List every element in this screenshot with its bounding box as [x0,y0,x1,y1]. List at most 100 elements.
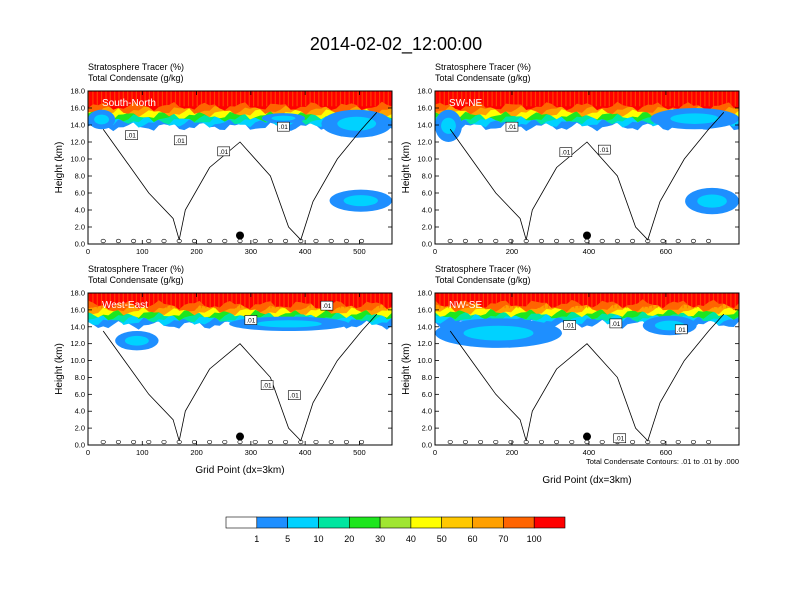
tracer-stripe [387,91,389,107]
tracer-stripe [274,91,276,107]
tracer-stripe [92,293,94,309]
x-tick-label: 300 [245,247,258,256]
tracer-stripe [699,293,702,309]
tracer-stripe [682,293,684,309]
tracer-stripe [257,293,259,309]
tracer-stripe [482,91,484,107]
y-tick-label: 14.0 [70,121,85,130]
surface-contour [645,238,651,244]
tracer-stripe [218,91,220,107]
panel-name: South-North [102,98,156,109]
tracer-stripe [361,293,363,309]
location-marker [583,231,591,240]
surface-contour [614,238,620,244]
tracer-stripe [474,293,476,309]
tracer-stripe [174,91,177,107]
tracer-stripe [253,293,255,309]
tracer-stripe [140,91,142,107]
tracer-stripe [582,293,584,309]
contour-label: .01 [615,436,624,443]
tracer-stripe [101,293,103,309]
tracer-stripe [222,293,224,309]
tracer-stripe [300,293,302,309]
surface-contour [267,238,273,244]
x-tick-label: 100 [136,448,149,457]
tracer-stripe [266,293,268,309]
tracer-stripe [318,293,320,309]
x-tick-label: 400 [583,247,596,256]
x-tick-label: 200 [190,247,203,256]
surface-contour [599,439,605,445]
tracer-stripe [439,91,441,107]
tracer-stripe [127,293,129,309]
tracer-stripe [339,293,342,309]
y-tick-label: 4.0 [422,407,432,416]
contour-field-label: Total Condensate (g/kg) [88,275,184,285]
plot-frame [434,90,740,245]
surface-contour [100,238,106,244]
tracer-stripe [643,293,645,309]
tracer-stripe [513,91,515,107]
surface-contour [630,238,636,244]
contour-label-box [287,390,301,400]
surface-contour [343,238,349,244]
tracer-stripe [652,91,654,107]
tracer-stripe [452,293,454,309]
tracer-stripe [461,91,463,107]
contour-field-label: Total Condensate (g/kg) [435,73,531,83]
x-axis-label: Grid Point (dx=3km) [542,475,631,486]
tracer-stripe [587,91,589,107]
surface-contour [508,238,514,244]
x-axis-label: Grid Point (dx=3km) [195,465,284,476]
tracer-stripe [500,91,502,107]
tracer-stripe [192,293,194,309]
tracer-patch-core [441,117,456,134]
condensate-contour [449,313,725,442]
location-marker [236,231,244,240]
tracer-stripe [461,293,463,309]
tracer-stripe [678,293,680,309]
tracer-stripe [374,293,376,309]
surface-contour [645,439,651,445]
tracer-stripe [613,293,615,309]
tracer-stripe [322,91,324,107]
surface-contour [252,439,258,445]
contour-label: .01 [263,383,272,390]
panel-sw-ne: Stratosphere Tracer (%)Total Condensate … [401,62,740,256]
tracer-stripe [448,91,450,107]
tracer-stripe [521,91,524,107]
tracer-stripe [448,293,450,309]
panel-nw-se: Stratosphere Tracer (%)Total Condensate … [401,264,740,486]
tracer-stripe [699,91,702,107]
surface-contour [508,439,514,445]
x-tick-label: 200 [190,448,203,457]
tracer-stripe [508,91,510,107]
tracer-stripe [88,293,90,309]
y-tick-label: 6.0 [75,390,85,399]
surface-contour [493,238,499,244]
tracer-stripe [161,91,163,107]
tracer-stripe [556,293,558,309]
tracer-stripe [131,91,133,107]
tracer-patch-core [124,335,149,346]
tracer-stripe [469,91,471,107]
y-tick-label: 2.0 [75,424,85,433]
contour-label: .01 [279,124,288,131]
tracer-stripe [717,91,719,107]
tracer-stripe [287,293,289,309]
field-label: Stratosphere Tracer (%) [88,264,184,274]
tracer-stripe [270,91,272,107]
tracer-stripe [218,293,220,309]
tracer-patch-core [697,194,727,208]
y-tick-label: 2.0 [422,424,432,433]
tracer-stripe [452,91,454,107]
tracer-stripe [708,91,710,107]
tracer-stripe [552,293,554,309]
tracer-stripe [495,91,497,107]
contour-label-box [609,318,623,329]
y-tick-label: 0.0 [75,441,85,450]
tracer-stripe [309,293,311,309]
surface-contour [630,439,636,445]
tracer-stripe [734,293,736,309]
